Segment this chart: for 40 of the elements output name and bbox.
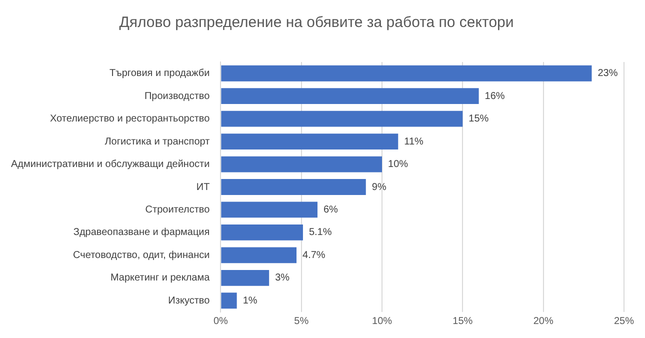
y-tick-label: Счетоводство, одит, финанси — [73, 250, 210, 261]
data-label: 3% — [275, 272, 290, 284]
data-label: 15% — [468, 114, 489, 125]
bar — [221, 179, 366, 195]
data-label: 10% — [388, 159, 408, 170]
data-label: 5.1% — [308, 227, 332, 238]
y-tick-label: Здравеопазване и фармация — [73, 227, 210, 238]
y-tick-label: Строителство — [145, 204, 210, 216]
y-tick-label: ИТ — [196, 182, 210, 193]
data-label: 4.7% — [302, 250, 326, 261]
bar — [221, 292, 237, 309]
bar — [221, 110, 463, 127]
bar — [221, 65, 592, 82]
bar — [221, 247, 297, 264]
x-tick-label: 10% — [372, 316, 392, 327]
bar — [221, 88, 479, 104]
bar — [221, 156, 382, 172]
x-tick-label: 0% — [213, 316, 228, 327]
chart-title: Дялово разпределение на обявите за работа по сектори — [119, 14, 514, 32]
y-tick-label: Логистика и транспорт — [104, 136, 210, 148]
data-label: 6% — [323, 204, 338, 216]
x-tick-label: 15% — [452, 316, 473, 327]
bar — [221, 224, 303, 240]
bar — [221, 134, 398, 150]
y-tick-label: Изкуство — [168, 295, 210, 306]
data-label: 16% — [484, 90, 505, 102]
y-tick-label: Хотелиерство и ресторантьорство — [50, 114, 210, 125]
data-label: 1% — [242, 295, 258, 306]
y-tick-label: Маркетинг и реклама — [110, 272, 210, 284]
x-tick-label: 25% — [614, 316, 634, 327]
data-label: 23% — [598, 68, 618, 80]
data-label: 9% — [372, 182, 386, 193]
bar — [221, 202, 318, 218]
y-tick-label: Административни и обслужващи дейности — [11, 159, 210, 170]
y-tick-label: Производство — [144, 90, 210, 102]
x-tick-label: 5% — [294, 316, 309, 327]
data-label: 11% — [404, 136, 424, 148]
y-tick-label: Търговия и продажби — [109, 68, 210, 80]
x-tick-label: 20% — [533, 316, 554, 327]
bar — [221, 270, 270, 286]
